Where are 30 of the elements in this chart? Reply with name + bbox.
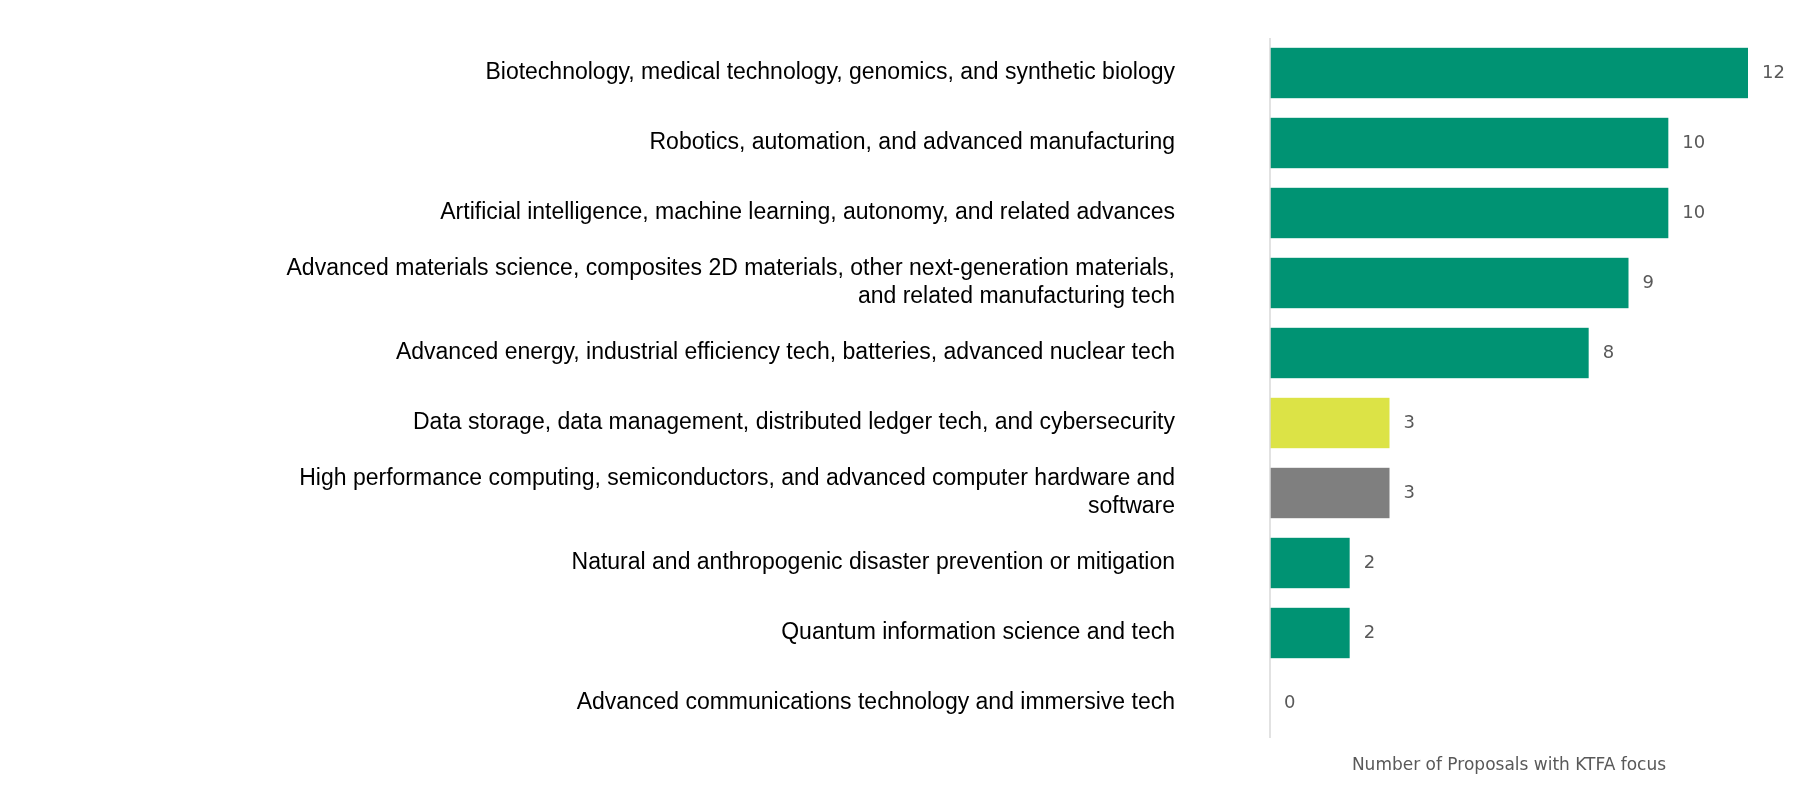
y-tick-label: Quantum information science and tech xyxy=(781,618,1175,645)
y-tick-label: Artificial intelligence, machine learning, autonomy, and related advances xyxy=(440,198,1175,225)
bar xyxy=(1270,537,1350,589)
data-label: 0 xyxy=(1284,691,1296,712)
data-label: 3 xyxy=(1403,481,1415,502)
y-tick-label: Natural and anthropogenic disaster prevention or mitigation xyxy=(571,548,1175,575)
data-label: 12 xyxy=(1762,61,1785,82)
bar xyxy=(1270,257,1629,309)
data-label: 9 xyxy=(1642,271,1654,292)
data-label: 10 xyxy=(1682,131,1706,152)
y-tick-label: Advanced communications technology and immersive tech xyxy=(576,688,1175,715)
y-tick-label: Advanced energy, industrial efficiency tech, batteries, advanced nuclear tech xyxy=(395,338,1175,365)
data-label: 2 xyxy=(1363,551,1376,572)
data-label: 10 xyxy=(1682,201,1706,222)
bar xyxy=(1270,187,1669,239)
y-tick-label: Robotics, automation, and advanced manufacturing xyxy=(649,128,1175,155)
bar xyxy=(1270,397,1390,449)
data-label: 2 xyxy=(1363,621,1376,642)
bar xyxy=(1270,327,1589,379)
data-label: 3 xyxy=(1403,411,1415,432)
y-tick-label: High performance computing, semiconductors, and advanced computer hardware and software xyxy=(299,464,1175,519)
bar xyxy=(1270,467,1390,519)
data-label: 8 xyxy=(1602,341,1615,362)
bar xyxy=(1270,607,1350,659)
y-tick-label: Data storage, data management, distributed ledger tech, and cybersecurity xyxy=(413,408,1176,435)
bar xyxy=(1270,47,1748,99)
x-axis-title: Number of Proposals with KTFA focus xyxy=(1351,754,1667,774)
bar xyxy=(1270,117,1669,169)
y-tick-label: Biotechnology, medical technology, genomics, and synthetic biology xyxy=(485,58,1176,85)
y-tick-label: Advanced materials science, composites 2D materials, other next-generation materials, and related manufacturing tech xyxy=(286,254,1175,309)
